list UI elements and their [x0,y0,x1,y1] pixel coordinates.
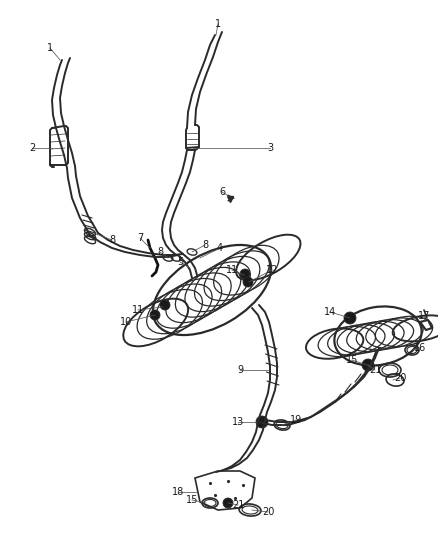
Text: 21: 21 [232,500,244,510]
Text: 6: 6 [219,187,225,197]
Text: 1: 1 [47,43,53,53]
Text: 18: 18 [172,487,184,497]
Circle shape [362,359,374,371]
Text: 11: 11 [226,265,238,275]
Text: 5: 5 [177,257,183,267]
Text: 12: 12 [266,265,278,275]
Text: 21: 21 [369,365,381,375]
Text: 11: 11 [132,305,144,315]
Text: 20: 20 [394,373,406,383]
Text: 20: 20 [262,507,274,517]
Text: 3: 3 [267,143,273,153]
Text: 16: 16 [414,343,426,353]
Text: 15: 15 [186,495,198,505]
Text: 10: 10 [120,317,132,327]
Text: 4: 4 [217,243,223,253]
Circle shape [160,300,170,310]
Circle shape [243,277,253,287]
Text: 19: 19 [290,415,302,425]
Text: 9: 9 [237,365,243,375]
Text: 2: 2 [29,143,35,153]
Text: 7: 7 [137,233,143,243]
Text: 15: 15 [346,355,358,365]
Circle shape [223,498,233,508]
Circle shape [256,416,268,428]
Text: 8: 8 [157,247,163,257]
Text: 1: 1 [215,19,221,29]
Text: 8: 8 [202,240,208,250]
Circle shape [344,312,356,324]
Text: 14: 14 [324,307,336,317]
Text: 13: 13 [232,417,244,427]
Text: 8: 8 [109,235,115,245]
Circle shape [150,310,160,320]
Circle shape [240,269,250,279]
Text: 17: 17 [418,311,430,321]
